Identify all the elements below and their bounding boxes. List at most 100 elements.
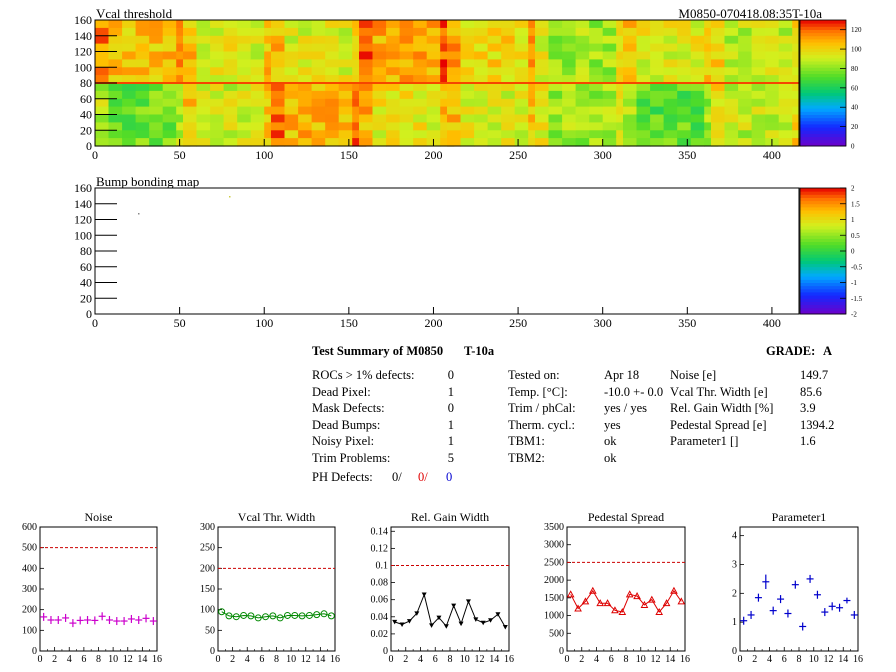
vcal-cell [386, 83, 401, 92]
vcal-colorbar-cell [800, 70, 846, 75]
vcal-cell [548, 130, 563, 139]
vcal-cell [413, 20, 428, 29]
vcal-cell [325, 35, 340, 45]
vcal-cell [636, 138, 651, 147]
vcal-cell [149, 51, 164, 60]
chart-xtick-label: 14 [489, 654, 499, 665]
vcal-cell [386, 90, 401, 100]
vcal-cell [426, 59, 441, 68]
bump-xtick-label: 100 [255, 316, 273, 330]
vcal-cell [271, 75, 286, 84]
col1-label-5: Trim Problems: [312, 450, 391, 465]
col2-label-5: TBM2: [508, 450, 545, 465]
vcal-cell [690, 67, 705, 76]
vcal-cell [474, 90, 489, 100]
vcal-cell [589, 35, 604, 45]
vcal-cell [562, 20, 577, 29]
vcal-cell [284, 98, 299, 108]
vcal-cell [690, 106, 705, 116]
vcal-cell [223, 75, 238, 84]
chart-frame [217, 526, 336, 652]
vcal-cell [447, 83, 462, 92]
vcal-cell [738, 122, 753, 131]
vcal-cell [778, 43, 793, 53]
vcal-cell [663, 67, 678, 76]
vcal-cell [474, 59, 489, 68]
vcal-cell [338, 35, 353, 45]
vcal-cell [474, 75, 489, 84]
vcal-cell [562, 138, 577, 147]
vcal-cell [135, 122, 150, 131]
vcal-cell [711, 75, 726, 84]
vcal-cell [447, 67, 462, 76]
vcal-cell [575, 106, 590, 116]
vcal-cell [562, 114, 577, 123]
vcal-cell [372, 98, 387, 108]
vcal-colorbar-cell [800, 20, 846, 24]
vcal-cell [298, 98, 313, 108]
vcal-cell [399, 59, 414, 68]
chart-point [436, 615, 442, 621]
vcal-cell [210, 51, 225, 60]
vcal-cell [623, 75, 638, 84]
vcal-cell [778, 35, 793, 45]
vcal-cell [95, 59, 110, 68]
vcal-cell [223, 114, 238, 123]
col2-label-1: Temp. [°C]: [508, 384, 568, 399]
vcal-cell [338, 75, 353, 84]
chart-ytick-label: 500 [22, 543, 37, 554]
bump-xtick-label: 400 [763, 316, 781, 330]
vcal-cell [514, 106, 529, 116]
vcal-cell [738, 43, 753, 53]
vcal-cell [271, 67, 286, 76]
vcal-cell [765, 75, 780, 84]
col1-label-0: ROCs > 1% defects: [312, 368, 415, 382]
chart-xtick-label: 0 [389, 654, 394, 665]
vcal-cell [514, 138, 529, 147]
vcal-cell [223, 106, 238, 116]
vcal-cell [514, 83, 529, 92]
bump-defect-marker [138, 213, 140, 215]
vcal-cell [514, 51, 529, 60]
vcal-cell [325, 20, 340, 29]
vcal-cell [575, 43, 590, 53]
vcal-cell [602, 138, 617, 147]
vcal-cell [338, 122, 353, 131]
vcal-cell [623, 114, 638, 123]
vcal-cell [196, 138, 211, 147]
vcal-cell [108, 114, 123, 123]
vcal-cell [183, 35, 198, 45]
vcal-cell [399, 75, 414, 84]
vcal-cell [122, 35, 137, 45]
vcal-cell [636, 130, 651, 139]
vcal-colorbar-cell [800, 120, 846, 125]
vcal-cell [690, 122, 705, 131]
vcal-cell [548, 83, 563, 92]
vcal-cell [149, 83, 164, 92]
chart-xtick-label: 2 [403, 654, 408, 665]
vcal-cell [636, 114, 651, 123]
vcal-cell [778, 27, 793, 37]
bump-xtick-label: 0 [92, 316, 98, 330]
bump-colorbar-cell [800, 238, 846, 243]
chart-ytick-label: 150 [200, 584, 215, 595]
vcal-cell [562, 98, 577, 108]
vcal-cell [237, 43, 252, 53]
chart-point [502, 625, 508, 630]
vcal-cell [122, 106, 137, 116]
vcal-cell [535, 43, 550, 53]
vcal-cell [460, 130, 475, 139]
vcal-cell [711, 114, 726, 123]
vcal-cell [298, 106, 313, 116]
vcal-cell [413, 35, 428, 45]
vcal-colorbar-cell [800, 92, 846, 97]
vcal-cell [575, 51, 590, 60]
vcal-cell [535, 130, 550, 139]
vcal-cell [724, 75, 739, 84]
vcal-cell [623, 122, 638, 131]
col3-value-1: 85.6 [800, 384, 822, 399]
chart-title: Noise [85, 510, 113, 524]
vcal-cell [690, 27, 705, 37]
vcal-cell [677, 59, 692, 68]
vcal-cell [738, 59, 753, 68]
